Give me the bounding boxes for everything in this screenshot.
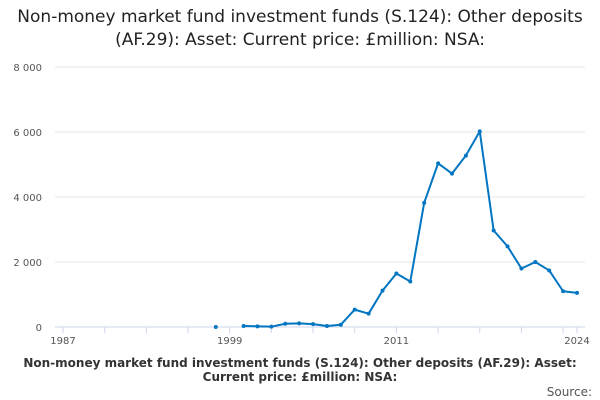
data-point [269, 324, 274, 329]
data-point [380, 288, 385, 293]
y-tick-label: 6 000 [13, 128, 42, 139]
data-point [255, 324, 260, 329]
data-point [241, 324, 246, 329]
series-line [243, 130, 578, 328]
data-point [283, 321, 288, 326]
data-point [311, 322, 316, 327]
data-point [213, 325, 218, 329]
y-tick-label: 2 000 [13, 258, 42, 269]
x-tick-label: 1987 [50, 336, 75, 347]
data-point [547, 268, 552, 273]
chart-title: Non-money market fund investment funds (… [17, 7, 583, 50]
data-point [505, 244, 510, 249]
x-tick-label: 1999 [217, 336, 242, 347]
data-point [297, 321, 302, 326]
y-tick-label: 8 000 [13, 63, 42, 74]
data-point [491, 228, 496, 233]
data-point [338, 322, 343, 327]
data-point [477, 129, 482, 134]
data-point [561, 289, 566, 294]
data-point [575, 290, 579, 295]
y-tick-label: 0 [36, 323, 42, 334]
data-point [408, 279, 413, 284]
data-point [324, 324, 329, 329]
line-chart: 0 2 000 4 000 6 000 8 000 1987 1999 2011 2024 [13, 63, 589, 347]
data-point [533, 260, 538, 264]
source-label: Source: [546, 385, 592, 399]
x-tick-label: 2011 [384, 336, 409, 347]
chart-footer: Non-money market fund investment funds (… [23, 356, 577, 384]
data-point [519, 266, 524, 271]
data-point [394, 271, 399, 276]
data-point [436, 161, 441, 166]
data-point [422, 200, 427, 205]
data-point [366, 311, 371, 316]
data-point [463, 153, 468, 158]
data-point [449, 171, 454, 176]
x-tick-label: 2024 [564, 336, 589, 347]
data-point [352, 307, 357, 312]
y-tick-label: 4 000 [13, 193, 42, 204]
